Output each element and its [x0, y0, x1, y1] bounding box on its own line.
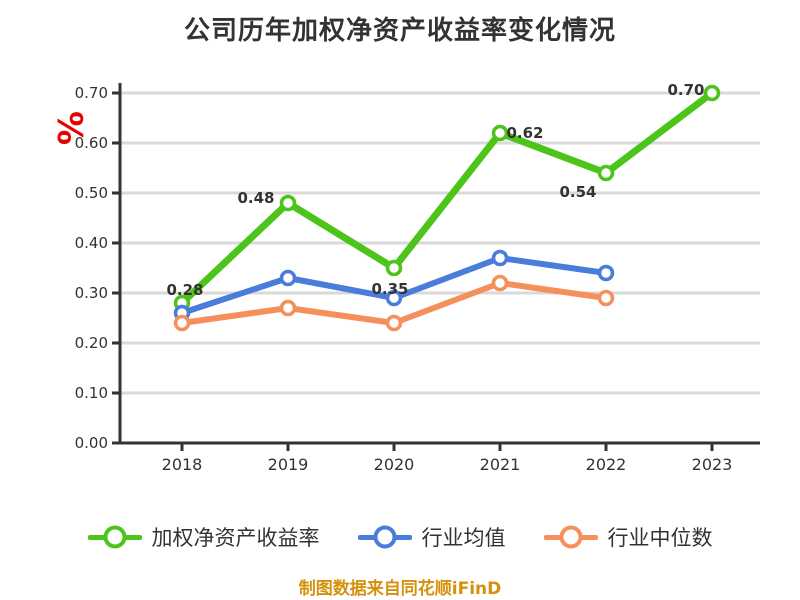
- data-point-label: 0.54: [559, 183, 596, 201]
- x-tick-label: 2023: [692, 455, 733, 474]
- y-tick-label: 0.40: [75, 234, 108, 252]
- x-tick-label: 2022: [586, 455, 627, 474]
- x-tick-label: 2019: [268, 455, 309, 474]
- data-point-marker: [279, 299, 297, 317]
- x-tick-label: 2018: [162, 455, 203, 474]
- data-point-label: 0.28: [166, 281, 203, 299]
- data-point-marker: [279, 194, 297, 212]
- y-tick-label: 0.60: [75, 134, 108, 152]
- data-point-marker: [385, 314, 403, 332]
- y-tick-label: 0.50: [75, 184, 108, 202]
- data-point-label: 0.70: [667, 81, 704, 99]
- legend-label: 行业中位数: [607, 526, 713, 550]
- source-note: 制图数据来自同花顺iFinD: [298, 579, 502, 599]
- data-point-marker: [491, 124, 509, 142]
- x-tick-label: 2021: [480, 455, 521, 474]
- data-point-marker: [491, 274, 509, 292]
- data-point-marker: [385, 289, 403, 307]
- axes: [112, 83, 760, 451]
- data-point-marker: [597, 164, 615, 182]
- legend-label: 行业均值: [421, 526, 506, 550]
- tick-and-point-labels: 0.70 0.60 0.50 0.40 0.30 0.20 0.10 0.00 2018 2019…: [75, 81, 733, 474]
- series-line-0: [178, 89, 716, 307]
- grid-lines: [120, 91, 760, 395]
- x-tick-label: 2020: [374, 455, 415, 474]
- data-point-label: 0.62: [506, 124, 543, 142]
- data-point-marker: [279, 269, 297, 287]
- y-tick-label: 0.70: [75, 84, 108, 102]
- data-point-marker: [385, 259, 403, 277]
- legend: 加权净资产收益率 行业均值 行业中位数: [0, 522, 800, 552]
- y-tick-label: 0.20: [75, 334, 108, 352]
- data-point-marker: [703, 84, 721, 102]
- legend-marker-blue: [357, 525, 412, 549]
- chart-title: 公司历年加权净资产收益率变化情况: [183, 16, 616, 46]
- y-tick-label: 0.30: [75, 284, 108, 302]
- data-point-marker: [597, 264, 615, 282]
- y-tick-label: 0.10: [75, 384, 108, 402]
- legend-label: 加权净资产收益率: [151, 526, 320, 550]
- data-point-marker: [491, 249, 509, 267]
- plot-area: 0.70 0.60 0.50 0.40 0.30 0.20 0.10 0.00 2018 2019…: [75, 81, 760, 474]
- data-point-label: 0.35: [371, 280, 408, 298]
- data-point-marker: [173, 314, 191, 332]
- legend-marker-orange: [543, 525, 598, 549]
- legend-item-company-series[interactable]: 加权净资产收益率: [87, 522, 320, 552]
- legend-item-industry-median[interactable]: 行业中位数: [543, 522, 713, 552]
- legend-marker-green: [87, 525, 142, 549]
- y-tick-label: 0.00: [75, 434, 108, 452]
- data-point-marker: [597, 289, 615, 307]
- legend-item-industry-average[interactable]: 行业均值: [357, 522, 506, 552]
- data-point-label: 0.48: [237, 189, 274, 207]
- data-series: [173, 84, 721, 332]
